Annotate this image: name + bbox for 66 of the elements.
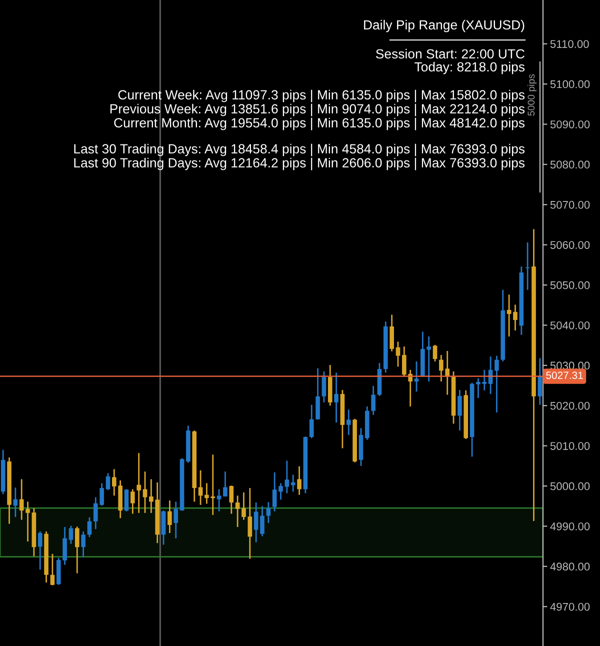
candlestick <box>322 370 326 404</box>
candlestick <box>174 500 178 539</box>
text: Daily Pip Range (XAUUSD) <box>364 20 524 32</box>
candlestick <box>346 408 351 436</box>
annotation: Today: 8218.0 pips <box>414 62 525 74</box>
candlestick <box>87 516 92 538</box>
candlestick <box>432 344 438 362</box>
y-tick-label: 5110.00 <box>550 40 589 48</box>
candlestick <box>414 360 419 392</box>
candlestick <box>223 470 228 498</box>
y-tick-label: 5050.00 <box>550 281 590 290</box>
y-tick-label: 5080.00 <box>550 160 590 169</box>
candlestick <box>130 488 135 514</box>
candlestick <box>81 530 86 558</box>
y-tick-label: 4990.00 <box>550 522 590 530</box>
candlestick <box>513 304 518 332</box>
candlestick <box>371 385 376 416</box>
candlestick <box>290 474 296 492</box>
candlestick <box>396 341 400 368</box>
candlestick <box>260 505 264 537</box>
candlestick <box>254 502 258 543</box>
candlestick <box>136 452 141 514</box>
candlestick <box>316 368 320 420</box>
y-tick-label: 4980.00 <box>550 562 590 571</box>
annotation: Current Week: Avg 11097.3 pips | Min 6135.0 pips | Max 15802.0 pips <box>118 90 525 102</box>
candlestick <box>494 355 499 414</box>
candlestick <box>297 466 302 496</box>
candlestick <box>506 294 512 338</box>
candlestick <box>50 553 55 586</box>
candlestick <box>38 530 42 570</box>
candlestick <box>390 314 394 352</box>
y-tick-label: 5040.00 <box>550 321 590 330</box>
candlestick <box>309 404 314 439</box>
candlestick <box>198 470 203 506</box>
candlestick <box>266 501 271 524</box>
annotation: Last 30 Trading Days: Avg 18458.4 pips | Min 4584.0 pips | Max 76393.0 pips <box>74 144 525 156</box>
candlestick <box>161 510 166 546</box>
annotation: Current Month: Avg 19554.0 pips | Min 6135.0 pips | Max 48142.0 pips <box>114 118 525 130</box>
candlestick <box>68 525 74 545</box>
y-tick-label: 4970.00 <box>550 602 590 611</box>
candlestick <box>216 488 222 512</box>
annotation: Session Start: 22:00 UTC <box>376 48 525 59</box>
y-tick-label: 5020.00 <box>550 402 590 410</box>
annotation: 5000 pips <box>527 74 537 116</box>
candlestick <box>272 472 277 512</box>
candlestick <box>229 484 234 514</box>
candlestick <box>538 357 542 406</box>
candlestick <box>106 472 110 491</box>
y-tick-label: 5010.00 <box>550 442 590 450</box>
candlestick <box>74 526 80 574</box>
candlestick <box>124 488 129 512</box>
candlestick <box>142 470 148 514</box>
y-tick-label: 5060.00 <box>550 241 590 249</box>
y-tick-label: 5100.00 <box>550 80 590 88</box>
y-tick-label: 5070.00 <box>550 200 590 209</box>
candlestick <box>235 494 240 528</box>
y-tick-label: 5090.00 <box>550 120 590 128</box>
annotation: Last 90 Trading Days: Avg 12164.2 pips | Min 2606.0 pips | Max 76393.0 pips <box>74 158 525 170</box>
candlestick <box>458 389 462 432</box>
candlestick <box>278 482 283 500</box>
candlestick <box>168 500 172 534</box>
ref-line-label: 5027.31 <box>546 372 583 380</box>
y-tick-label: 5000.00 <box>550 482 590 490</box>
candlestick <box>334 372 338 424</box>
annotation: Previous Week: Avg 13851.6 pips | Min 9074.0 pips | Max 22124.0 pips <box>110 104 525 116</box>
candlestick <box>284 460 290 494</box>
